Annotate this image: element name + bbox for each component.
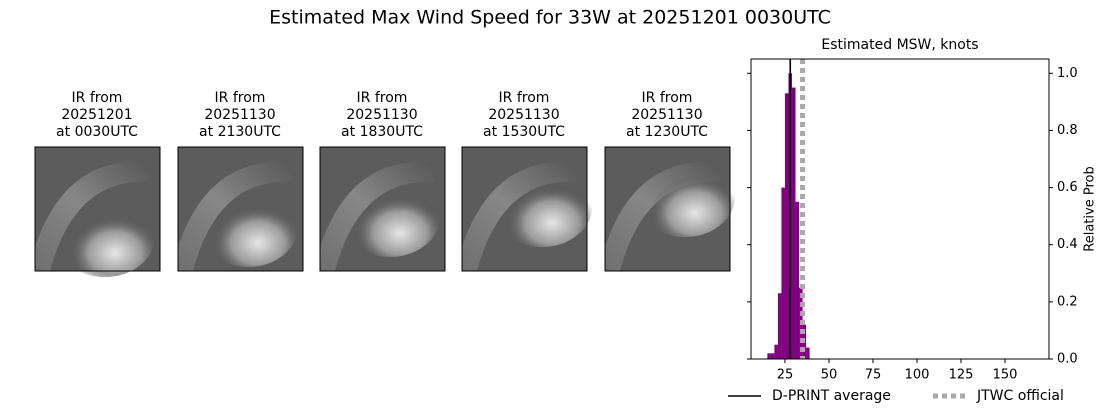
legend-label: D-PRINT average [772, 388, 891, 404]
ir-frame [604, 146, 731, 272]
legend-label: JTWC official [976, 388, 1064, 404]
histogram-chart: Estimated MSW, knots 25 50 75 100 125 150 0.0 0.… [728, 37, 1098, 404]
ir-frame [461, 146, 588, 272]
panel-label: IR from [499, 90, 550, 106]
panel-label: IR from [72, 90, 123, 106]
panel-label: 20251130 [488, 107, 559, 123]
x-tick-label: 100 [905, 368, 930, 383]
y-tick-label: 0.0 [1057, 352, 1078, 367]
histogram-bar [784, 93, 789, 360]
figure-title: Estimated Max Wind Speed for 33W at 2025… [269, 7, 831, 29]
x-tick-label: 150 [993, 368, 1018, 383]
ir-cloud-core [340, 177, 440, 257]
ir-frame [177, 146, 304, 272]
panel-label: at 0030UTC [56, 124, 138, 140]
histogram-bar [774, 344, 778, 359]
panel-label: 20251130 [346, 107, 417, 123]
histogram-bar [777, 293, 782, 359]
ir-cloud-core [492, 167, 592, 247]
x-tick-label: 50 [821, 368, 838, 383]
histogram-bar [767, 353, 771, 359]
panel-label: IR from [357, 90, 408, 106]
panel-label: IR from [215, 90, 266, 106]
y-tick-label: 0.2 [1057, 294, 1078, 309]
panel-label: at 1530UTC [483, 124, 565, 140]
ir-cloud-band [35, 161, 150, 271]
y-tick-label: 0.8 [1057, 123, 1078, 138]
ir-frame [319, 146, 446, 272]
panel-label: at 2130UTC [199, 124, 281, 140]
histogram-bar [770, 353, 775, 359]
panel-label: 20251201 [61, 107, 132, 123]
panel-label: IR from [642, 90, 693, 106]
ir-cloud-core [198, 187, 298, 267]
x-tick-label: 25 [777, 368, 794, 383]
ir-frame [34, 146, 161, 272]
panel-label: 20251130 [204, 107, 275, 123]
histogram-bar [792, 87, 796, 360]
chart-title: Estimated MSW, knots [821, 37, 978, 53]
histogram-bar [781, 187, 785, 359]
panel-label: at 1230UTC [626, 124, 708, 140]
histogram-bar [806, 347, 810, 359]
ir-cloud-core [635, 157, 735, 237]
x-tick-label: 125 [949, 368, 974, 383]
panel-label: 20251130 [631, 107, 702, 123]
y-tick-label: 0.4 [1057, 237, 1078, 252]
x-tick-label: 75 [865, 368, 882, 383]
histogram-bar [795, 201, 800, 359]
y-tick-label: 0.6 [1057, 180, 1078, 195]
plot-frame [750, 58, 1050, 360]
y-axis-label: Relative Prob [1083, 166, 1098, 251]
y-tick-label: 1.0 [1057, 66, 1078, 81]
ir-cloud-core [55, 197, 155, 277]
panel-label: at 1830UTC [341, 124, 423, 140]
